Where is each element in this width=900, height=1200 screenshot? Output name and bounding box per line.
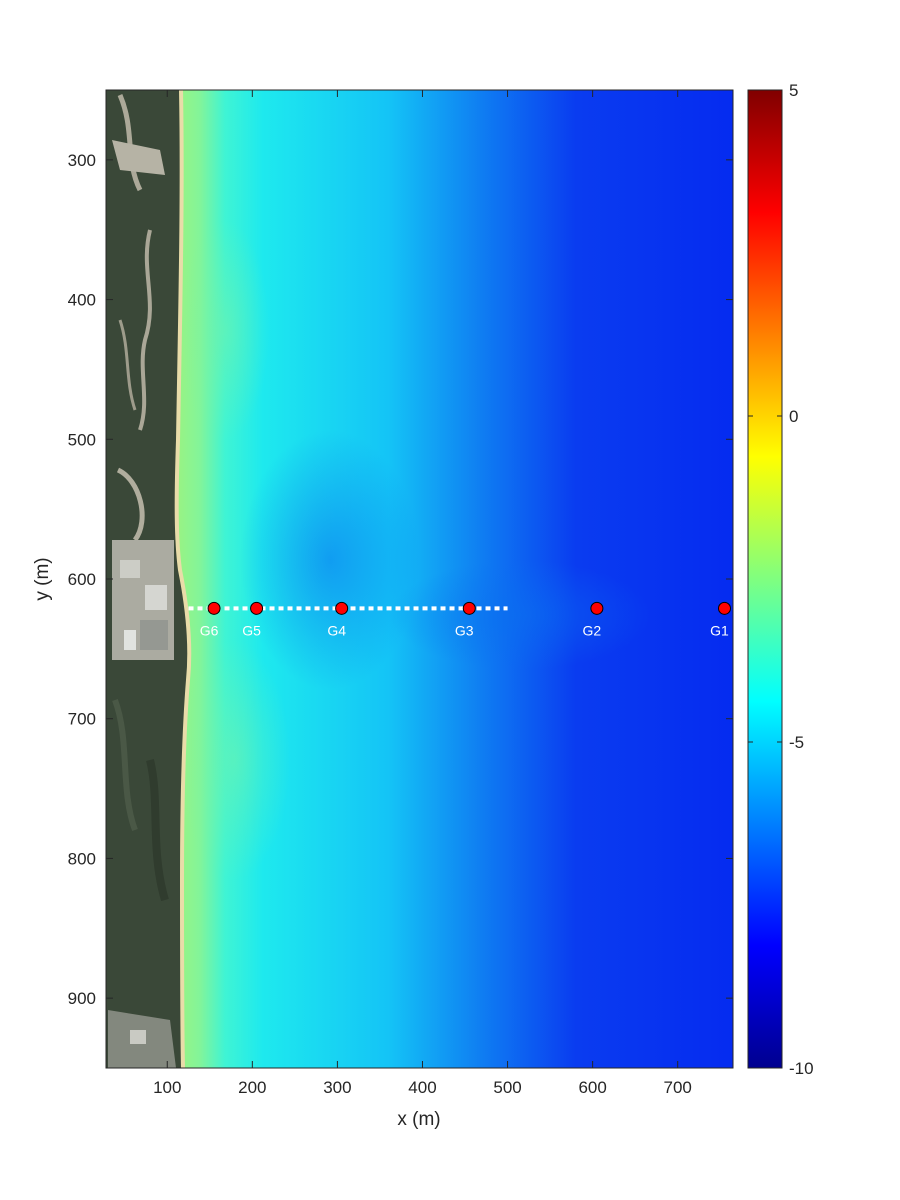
- x-tick-label: 400: [408, 1078, 436, 1097]
- depth-anomaly-shoal: [180, 640, 290, 880]
- gauge-label-g6: G6: [200, 622, 219, 638]
- x-tick-label: 600: [578, 1078, 606, 1097]
- y-tick-label: 900: [68, 989, 96, 1008]
- gauge-label-g3: G3: [455, 622, 474, 638]
- gauge-label-g2: G2: [583, 622, 602, 638]
- sand-path: [116, 467, 145, 542]
- x-axis: 100 200 300 400 500 600 700: [153, 90, 692, 1097]
- x-tick-label: 300: [323, 1078, 351, 1097]
- land-texture: [108, 94, 176, 1068]
- building: [145, 585, 167, 610]
- clearing: [112, 140, 165, 175]
- building: [120, 560, 140, 578]
- plot-area: G1 G2 G3 G4 G5 G6: [106, 90, 733, 1068]
- building: [140, 620, 168, 650]
- y-tick-label: 800: [68, 849, 96, 868]
- gauge-marker-g5: [250, 601, 264, 615]
- x-tick-label: 500: [493, 1078, 521, 1097]
- colorbar-ticks: 5 0 -5 -10: [748, 81, 814, 1078]
- y-tick-label: 600: [68, 570, 96, 589]
- y-tick-label: 400: [68, 291, 96, 310]
- depth-anomaly-trough: [240, 430, 420, 690]
- gauge-label-g1: G1: [710, 622, 729, 638]
- colorbar-frame: [747, 89, 783, 1069]
- x-tick-label: 700: [664, 1078, 692, 1097]
- y-tick-label: 300: [68, 151, 96, 170]
- y-axis-label: y (m): [32, 557, 53, 600]
- gauge-marker-g2: [590, 601, 604, 615]
- y-axis: 300 400 500 600 700 800 900: [68, 151, 733, 1008]
- colorbar: [748, 90, 782, 1068]
- colorbar-tick-label: 0: [789, 407, 798, 426]
- beach-strip: [174, 90, 192, 1068]
- gauge-marker-g3: [462, 601, 476, 615]
- gauge-label-g4: G4: [327, 622, 346, 638]
- depth-anomaly-channel: [390, 560, 650, 670]
- bathymetry-field: [106, 90, 733, 1068]
- vegetation-texture: [112, 698, 138, 832]
- building: [124, 630, 136, 650]
- y-tick-label: 700: [68, 710, 96, 729]
- colorbar-tick-label: 5: [789, 81, 798, 100]
- gauge-layer: G1 G2 G3 G4 G5 G6: [200, 601, 731, 638]
- y-tick-label: 500: [68, 430, 96, 449]
- sand-path: [118, 319, 137, 411]
- gauge-label-g5: G5: [242, 622, 261, 638]
- gauge-marker-g6: [207, 601, 221, 615]
- sand-path: [138, 229, 152, 431]
- colorbar-tick-label: -5: [789, 733, 804, 752]
- x-tick-label: 200: [238, 1078, 266, 1097]
- depth-anomaly-shoal-north: [180, 220, 270, 440]
- vegetation-texture: [146, 759, 169, 902]
- building: [130, 1030, 146, 1044]
- colorbar-tick-label: -10: [789, 1059, 814, 1078]
- gauge-marker-g4: [335, 601, 349, 615]
- gauge-marker-g1: [717, 601, 731, 615]
- x-tick-label: 100: [153, 1078, 181, 1097]
- x-axis-label: x (m): [397, 1109, 440, 1130]
